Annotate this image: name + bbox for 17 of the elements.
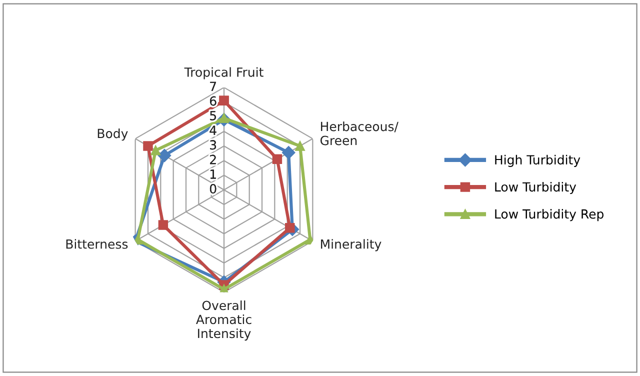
legend-label: Low Turbidity <box>495 182 576 194</box>
legend-label: High Turbidity <box>495 154 580 167</box>
y-tick-label: 4 <box>210 126 216 135</box>
spoke-label: Minerality <box>321 239 382 252</box>
y-tick-label: 5 <box>210 111 216 120</box>
spoke-label: Herbaceous/ Green <box>320 122 398 146</box>
spoke-label: Overall Aromatic Intensity <box>196 300 252 341</box>
y-tick-label: 0 <box>210 184 216 194</box>
y-tick-label: 6 <box>210 96 216 106</box>
spoke-label: Body <box>98 128 128 141</box>
y-tick-label: 2 <box>210 154 216 164</box>
spoke-label: Tropical Fruit <box>184 67 264 80</box>
legend-label: Low Turbidity Rep <box>495 209 604 222</box>
y-tick-label: 3 <box>210 140 216 150</box>
y-tick-label: 7 <box>210 82 216 91</box>
y-tick-label: 1 <box>210 170 216 179</box>
spoke-label: Bitterness <box>66 239 128 249</box>
